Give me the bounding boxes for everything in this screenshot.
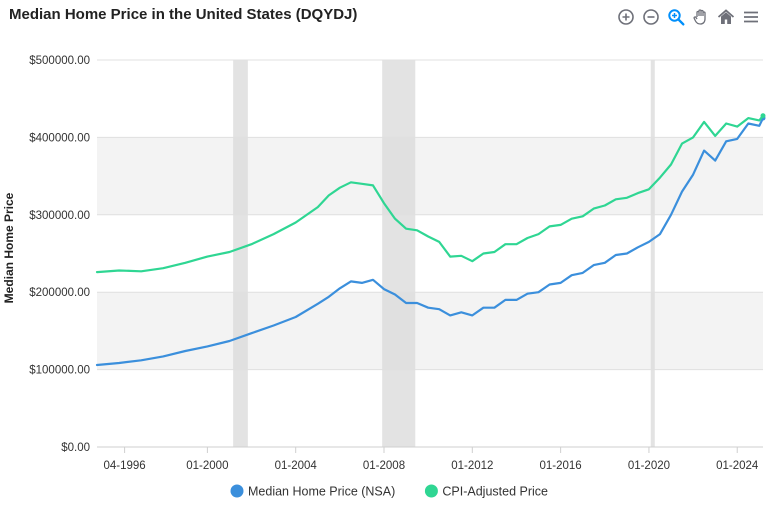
menu-icon[interactable]	[740, 6, 762, 28]
x-tick-label: 01-2024	[716, 460, 759, 472]
legend-marker-1	[230, 484, 244, 498]
zoom-out-icon[interactable]	[640, 6, 662, 28]
y-axis-label: Median Home Price	[2, 192, 16, 303]
plot-row-band	[97, 292, 763, 370]
x-tick-label: 01-2012	[451, 460, 493, 472]
chart-title: Median Home Price in the United States (…	[9, 6, 358, 23]
x-tick-label: 01-2004	[275, 460, 318, 472]
home-reset-icon[interactable]	[715, 6, 737, 28]
recession-band	[382, 60, 416, 447]
series-end-point	[760, 113, 766, 119]
zoom-select-icon[interactable]	[665, 6, 687, 28]
y-tick-label: $0.00	[61, 442, 90, 454]
plot-row-band	[97, 214, 763, 293]
x-tick-label: 01-2008	[363, 460, 405, 472]
y-tick-label: $100000.00	[29, 365, 90, 377]
plot-row-band	[97, 137, 763, 215]
chart-toolbar	[615, 6, 762, 28]
pan-hand-icon[interactable]	[690, 6, 712, 28]
plot-row-band	[97, 60, 763, 138]
y-tick-label: $200000.00	[29, 287, 90, 299]
recession-band	[233, 60, 248, 447]
legend-marker-2	[424, 484, 438, 498]
x-tick-label: 01-2000	[186, 460, 228, 472]
recession-band	[650, 60, 655, 447]
x-tick-label: 01-2016	[540, 460, 582, 472]
plot-row-band	[97, 369, 763, 447]
y-tick-label: $300000.00	[29, 210, 90, 222]
series-line-2	[95, 114, 765, 274]
legend-label-1: Median Home Price (NSA)	[248, 485, 395, 499]
zoom-in-icon[interactable]	[615, 6, 637, 28]
x-tick-label: 01-2020	[628, 460, 670, 472]
y-tick-label: $500000.00	[29, 55, 90, 67]
series-line-1	[95, 117, 765, 367]
x-tick-label: 04-1996	[103, 460, 145, 472]
legend-label-2: CPI-Adjusted Price	[442, 485, 548, 499]
y-tick-label: $400000.00	[29, 132, 90, 144]
